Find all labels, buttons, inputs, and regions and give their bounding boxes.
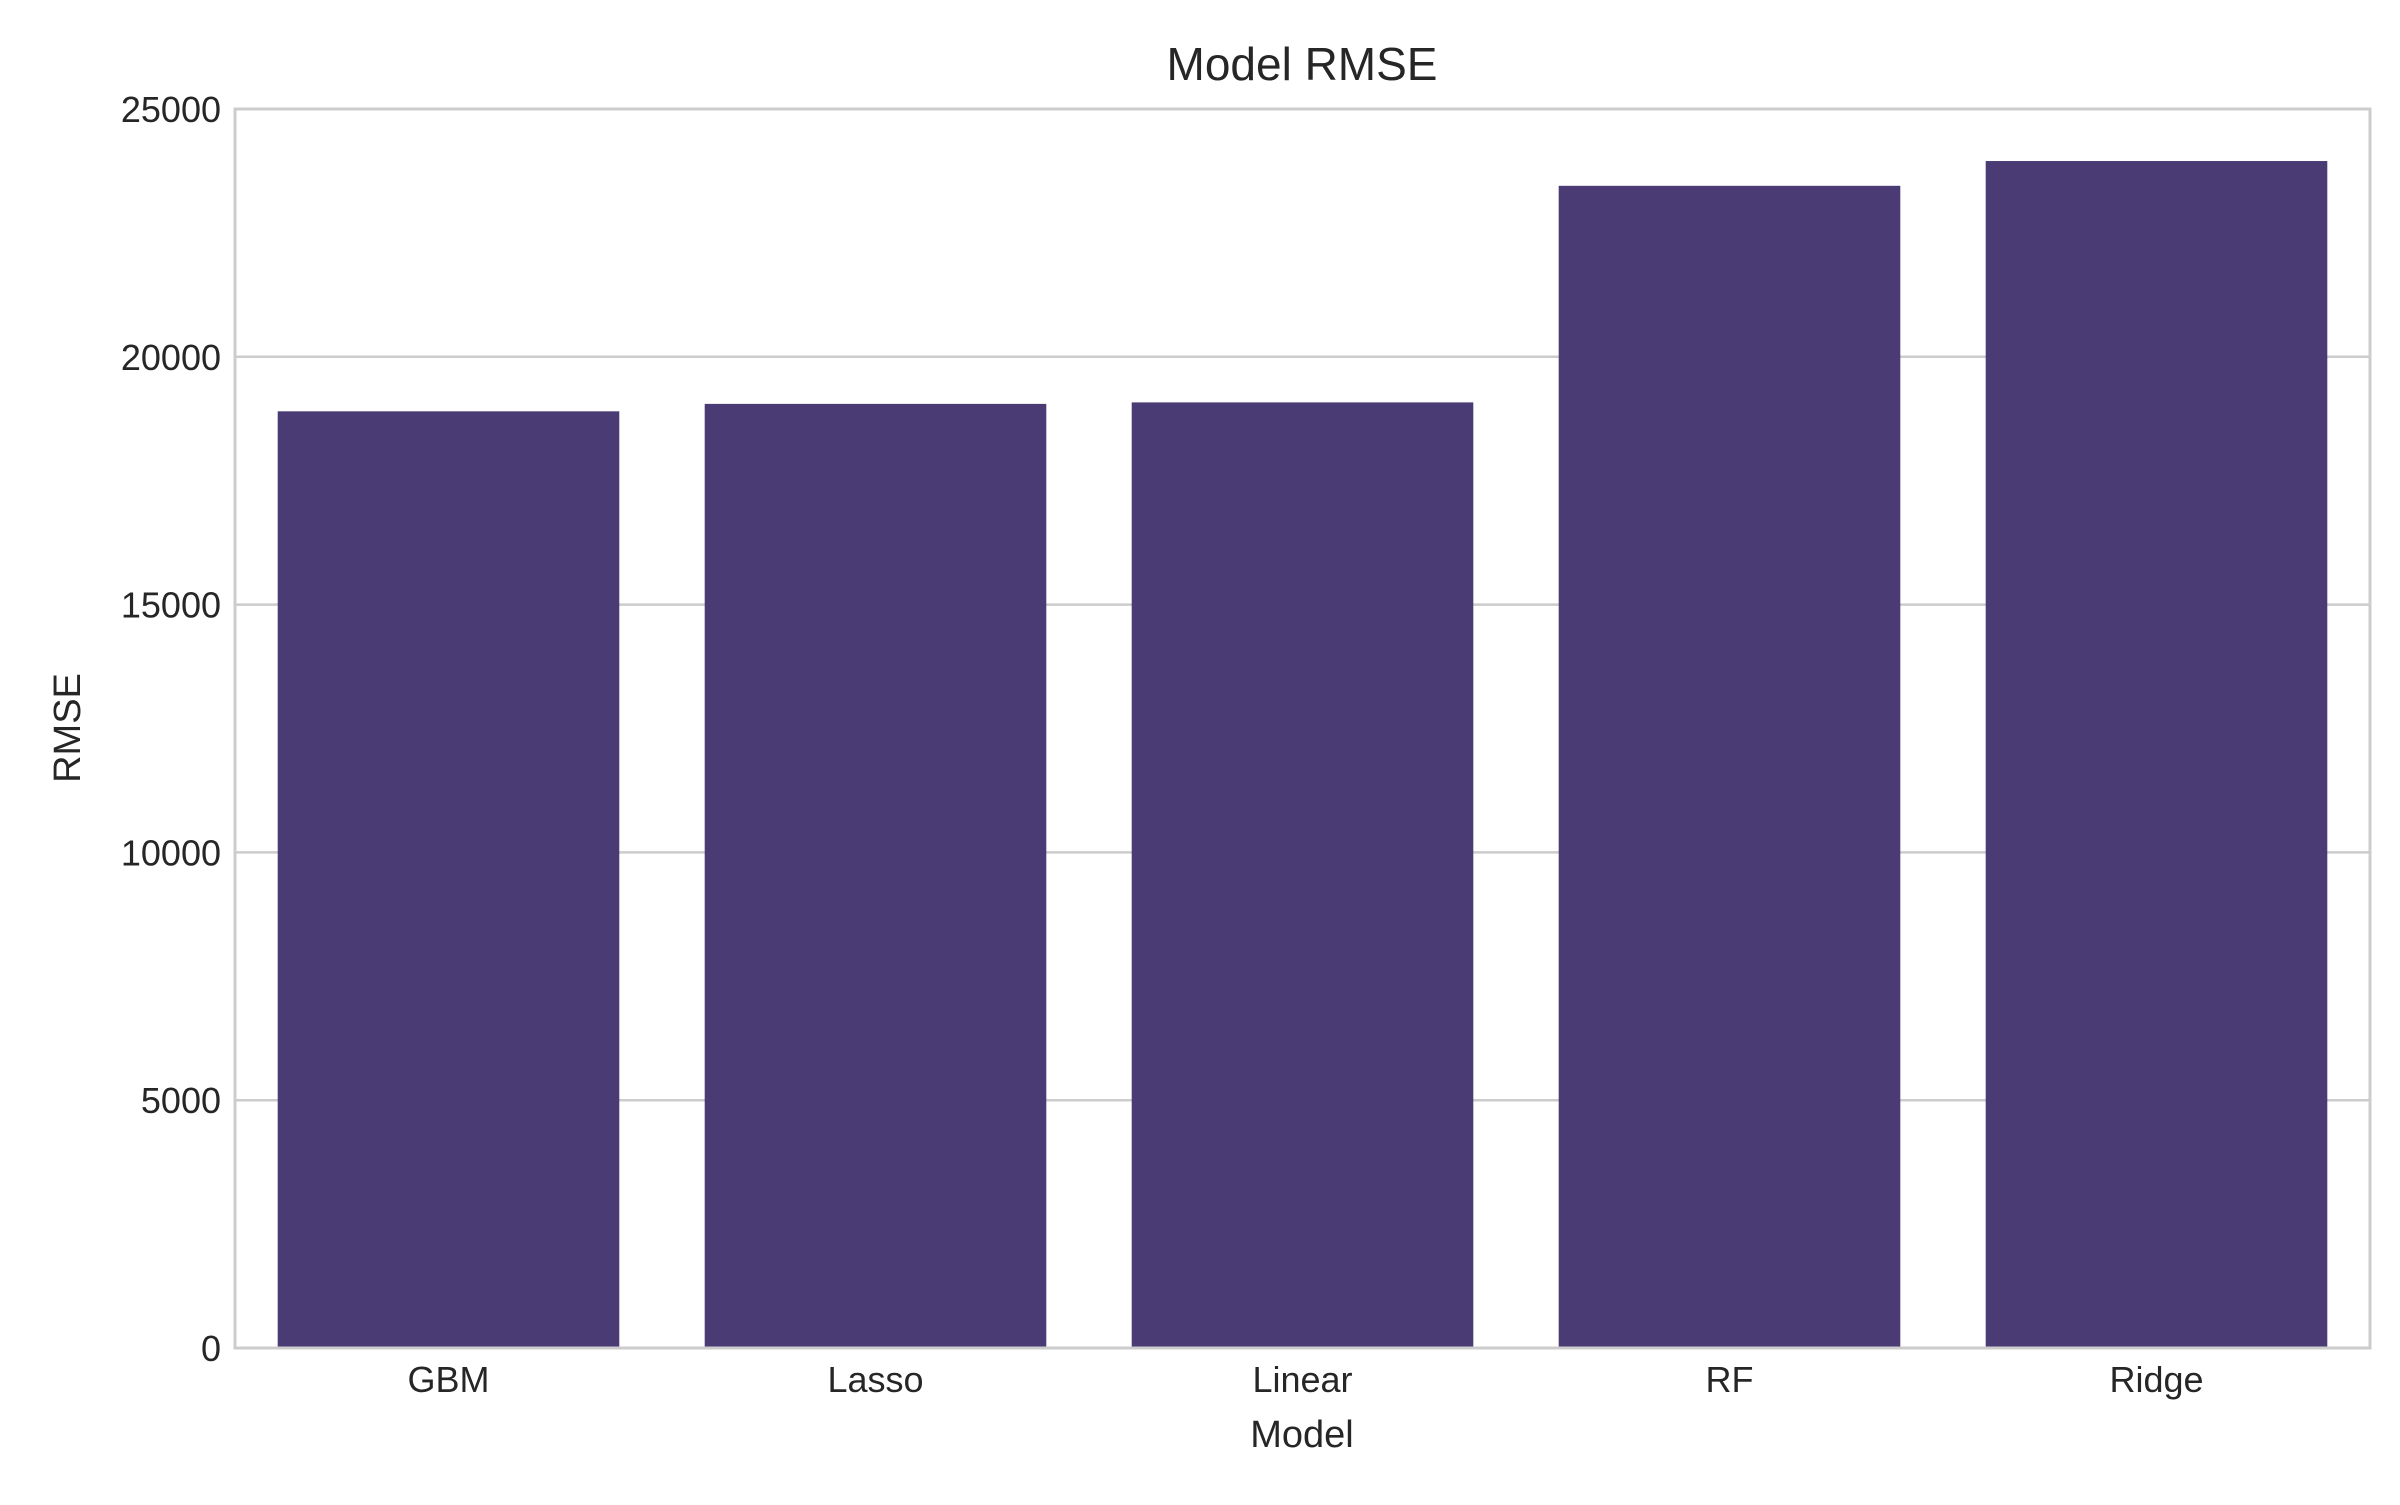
bar-rf [1558,185,1901,1348]
x-axis-label: Model [1250,1414,1354,1456]
chart-title: Model RMSE [1167,38,1438,90]
y-axis-label: RMSE [47,673,89,783]
x-axis-ticks: GBM Lasso Linear RF Ridge [407,1359,2203,1400]
y-tick-label: 25000 [121,89,221,130]
y-tick-label: 20000 [121,337,221,378]
bar-lasso [704,403,1047,1349]
bars [277,161,2328,1349]
plot-frame [233,107,2372,1350]
x-tick-label: RF [1706,1359,1754,1400]
x-tick-label: Ridge [2109,1359,2203,1400]
y-tick-label: 0 [201,1328,221,1369]
y-tick-label: 10000 [121,832,221,873]
x-tick-label: GBM [407,1359,489,1400]
y-axis-ticks: 0 5000 10000 15000 20000 25000 [121,89,221,1369]
x-tick-label: Linear [1252,1359,1352,1400]
bar-linear [1131,402,1474,1348]
y-tick-label: 15000 [121,585,221,626]
bar-ridge [1985,161,2328,1349]
x-tick-label: Lasso [827,1359,923,1400]
y-tick-label: 5000 [141,1080,221,1121]
bar-gbm [277,411,620,1348]
